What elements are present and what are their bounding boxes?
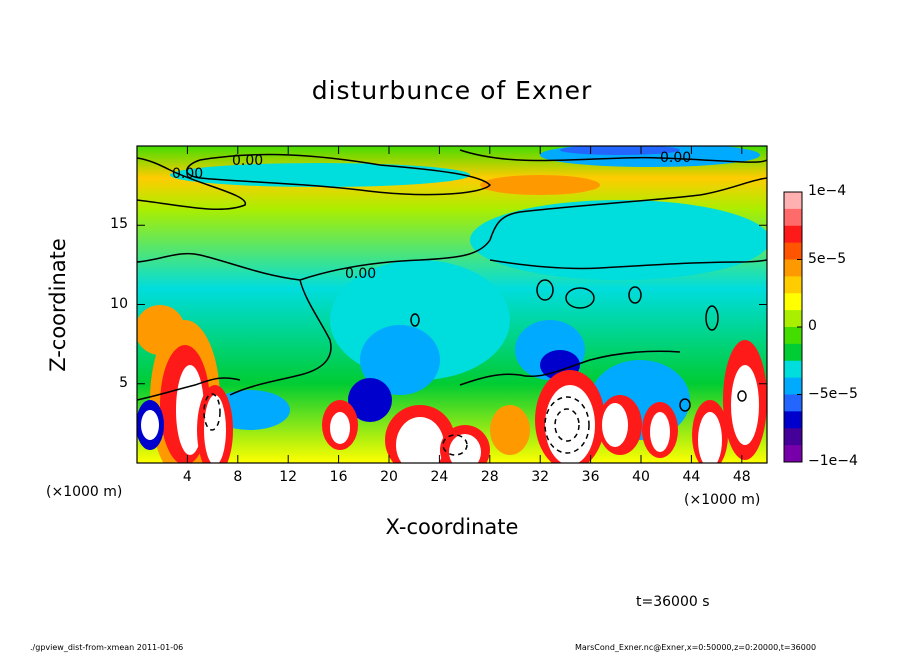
colorbar-swatch	[784, 411, 802, 429]
contour-line	[137, 177, 767, 281]
contour-line	[186, 153, 492, 196]
y-ticks	[137, 224, 767, 385]
chart-title: disturbunce of Exner	[311, 76, 593, 105]
contour-line-negative	[554, 408, 580, 442]
colorbar-swatch	[784, 310, 802, 328]
x-tick-label: 20	[380, 469, 398, 485]
field-blob	[396, 417, 444, 463]
field-blob	[490, 405, 530, 455]
contour-line	[565, 287, 595, 309]
field-blob	[470, 200, 767, 280]
contour-label: 0.00	[345, 266, 376, 282]
colorbar-swatch	[784, 360, 802, 379]
colorbar-label: 5e−5	[808, 250, 847, 267]
contour-label: 0.00	[660, 150, 691, 166]
field-blob	[330, 412, 350, 444]
contour-line	[628, 286, 642, 304]
x-tick-label: 40	[632, 469, 650, 485]
colorbar-swatch	[784, 225, 802, 244]
field-blob	[480, 175, 600, 195]
colorbar-swatch	[784, 327, 802, 345]
colorbar-swatch	[784, 242, 802, 260]
x-tick-label: 32	[531, 469, 550, 485]
colorbar-swatch	[784, 377, 802, 395]
field-blob	[698, 412, 722, 463]
contour-line	[679, 398, 691, 412]
field-blob	[360, 325, 440, 395]
colorbar-swatch	[784, 428, 802, 446]
field-blob	[348, 378, 392, 422]
field-blob	[137, 305, 185, 355]
contour-line	[489, 259, 767, 270]
contour-line	[705, 305, 719, 331]
contour-line	[229, 279, 332, 396]
field-blob	[731, 365, 759, 445]
x-axis-unit-left: (×1000 m)	[46, 484, 123, 500]
y-tick-label: 10	[110, 295, 128, 312]
x-tick-label: 28	[480, 469, 499, 485]
colorbar-swatch	[784, 293, 802, 311]
x-axis-unit-right: (×1000 m)	[684, 492, 761, 508]
field-blob	[141, 410, 159, 440]
field-blob	[170, 163, 470, 187]
footer-left: ./gpview_dist-from-xmean 2011-01-06	[30, 643, 184, 652]
x-axis-label: X-coordinate	[385, 515, 519, 539]
x-ticks	[186, 146, 743, 463]
y-tick-label: 5	[119, 374, 128, 391]
colorbar-swatch	[784, 192, 802, 210]
field-blob	[449, 434, 481, 463]
x-tick-label: 44	[682, 469, 701, 485]
footer-right: MarsCond_Exner.nc@Exner,x=0:50000,z=0:20…	[575, 643, 817, 652]
colorbar-swatch	[784, 394, 802, 412]
x-tick-label: 36	[581, 469, 600, 485]
field-blob	[204, 395, 226, 463]
colorbar-swatch	[784, 445, 802, 463]
contour-line	[459, 350, 681, 386]
contour-line	[410, 313, 420, 327]
colorbar-label: 1e−4	[808, 183, 847, 199]
contour-label: 0.00	[232, 153, 263, 169]
contour-lines	[137, 149, 767, 456]
x-tick-label: 16	[329, 469, 348, 485]
contour-line	[459, 149, 767, 163]
contour-labels: 0.00 0.00 0.00 0.00	[172, 150, 691, 282]
colorbar-swatch	[784, 343, 802, 362]
colorbar	[783, 191, 803, 463]
contour-line	[737, 390, 747, 402]
x-tick-label: 12	[279, 469, 298, 485]
y-tick-label: 15	[110, 216, 128, 233]
x-tick-label: 8	[233, 469, 243, 485]
x-tick-label: 4	[182, 469, 192, 485]
contour-label: 0.00	[172, 166, 203, 182]
colorbar-swatch	[784, 208, 802, 227]
contour-line-negative	[442, 434, 468, 456]
x-tick-label: 48	[732, 469, 751, 485]
field-blob	[560, 146, 680, 155]
contour-line	[536, 279, 554, 301]
colorbar-swatch	[784, 276, 802, 294]
field-blob	[650, 412, 670, 452]
colorbar-label: 0	[808, 318, 817, 334]
field-blob	[602, 403, 628, 447]
colorbar-label: −5e−5	[808, 385, 858, 402]
contour-line-negative	[203, 393, 221, 431]
time-annotation: t=36000 s	[636, 594, 710, 610]
contour-line	[137, 157, 246, 210]
contour-line	[137, 377, 241, 401]
contour-line-negative	[544, 396, 590, 454]
colorbar-swatch	[784, 259, 802, 277]
x-tick-label: 24	[430, 469, 449, 485]
colorbar-label: −1e−4	[808, 453, 858, 469]
